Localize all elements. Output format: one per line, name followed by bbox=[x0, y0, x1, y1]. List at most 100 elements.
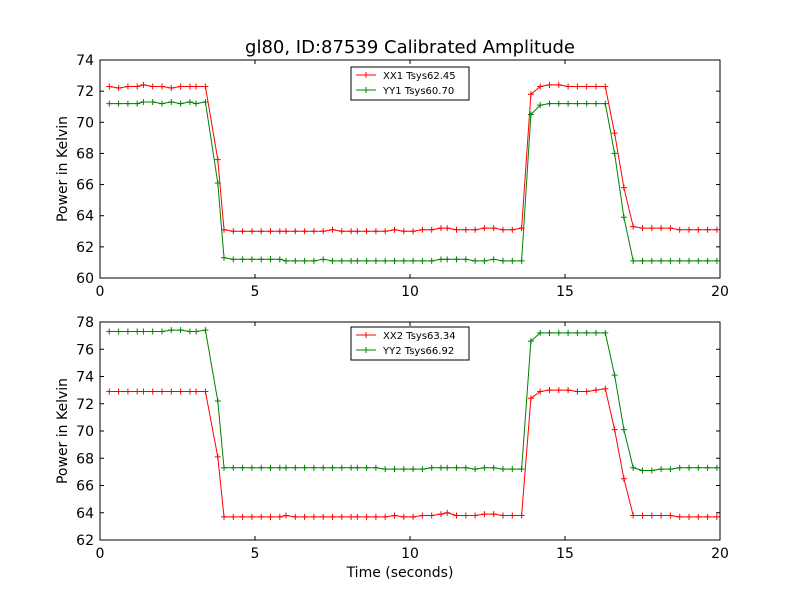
top-series-0-point bbox=[106, 83, 113, 90]
bottom-series-1-point bbox=[555, 329, 562, 336]
bottom-xtick-label: 0 bbox=[96, 546, 105, 562]
top-series-1-point bbox=[593, 100, 599, 107]
bottom-series-0-point bbox=[124, 388, 131, 395]
bottom-series-0-point bbox=[348, 513, 355, 520]
top-ylabel: Power in Kelvin bbox=[55, 116, 71, 222]
top-series-1-point bbox=[438, 256, 444, 263]
top-series-0-point bbox=[301, 228, 308, 235]
bottom-legend-box bbox=[350, 326, 470, 361]
top-series-1-point bbox=[230, 256, 237, 263]
bottom-series-0-point bbox=[527, 395, 534, 402]
top-series-0-point bbox=[124, 83, 131, 90]
bottom-legend-label: XX2 Tsys63.34 bbox=[383, 331, 456, 342]
top-series-1-point bbox=[348, 257, 355, 264]
bottom-series-1-point bbox=[611, 372, 618, 379]
bottom-series-0-point bbox=[555, 387, 562, 394]
bottom-series-0-point bbox=[509, 512, 516, 519]
bottom-ytick-label: 74 bbox=[76, 370, 94, 386]
bottom-ytick-label: 76 bbox=[76, 342, 94, 358]
bottom-legend-marker bbox=[363, 347, 369, 353]
top-series-1-point bbox=[537, 102, 544, 109]
bottom-series-0-point bbox=[106, 388, 113, 395]
top-legend-marker bbox=[363, 87, 369, 93]
bottom-series-0-point bbox=[713, 513, 720, 520]
bottom-series-0-point bbox=[267, 513, 274, 520]
top-ytick-label: 60 bbox=[76, 271, 94, 287]
bottom-series-1-point bbox=[444, 464, 451, 471]
top-series-1-point bbox=[648, 257, 655, 264]
top-series-0-point bbox=[419, 226, 426, 233]
bottom-series-0-point bbox=[444, 509, 451, 516]
top-series-0-point bbox=[695, 226, 702, 233]
bottom-series-0-point bbox=[676, 513, 683, 520]
bottom-series-1-point bbox=[518, 466, 525, 473]
bottom-series-1-point bbox=[140, 328, 147, 335]
top-series-0-point bbox=[400, 228, 407, 235]
figure-title: gl80, ID:87539 Calibrated Amplitude bbox=[245, 37, 575, 58]
bottom-series-1-point bbox=[630, 464, 637, 471]
top-series-0-point bbox=[639, 225, 646, 232]
bottom-series-0-point bbox=[301, 513, 308, 520]
top-series-1-point bbox=[410, 257, 417, 264]
bottom-series-0-point bbox=[372, 513, 379, 520]
bottom-series-0-point bbox=[695, 513, 702, 520]
bottom-series-1-point bbox=[248, 464, 255, 471]
bottom-series-1-point bbox=[574, 329, 581, 336]
bottom-series-1-point bbox=[267, 464, 274, 471]
top-series-0-point bbox=[438, 225, 444, 232]
top-series-1-point bbox=[338, 257, 345, 264]
top-series-0-point bbox=[428, 226, 435, 233]
top-series-1-point bbox=[713, 257, 720, 264]
bottom-series-1-point bbox=[481, 464, 488, 471]
bottom-series-1-point bbox=[329, 464, 336, 471]
top-series-0-point bbox=[354, 228, 361, 235]
bottom-series-1-point bbox=[602, 329, 609, 336]
bottom-series-1-point bbox=[667, 466, 674, 473]
top-series-1-point bbox=[168, 99, 175, 106]
bottom-series-1-point bbox=[648, 467, 655, 474]
bottom-series-1-point bbox=[301, 464, 308, 471]
bottom-xtick-label: 20 bbox=[711, 546, 729, 562]
bottom-series-1-point bbox=[134, 328, 141, 335]
bottom-series-0-point bbox=[202, 388, 209, 395]
top-series-1-point bbox=[301, 257, 308, 264]
top-legend-marker bbox=[363, 72, 369, 78]
top-series-1-point bbox=[574, 100, 581, 107]
bottom-xtick-label: 5 bbox=[251, 546, 260, 562]
top-series-0-point bbox=[620, 184, 627, 191]
bottom-series-0-point bbox=[438, 511, 444, 518]
bottom-series-0-point bbox=[602, 385, 609, 392]
bottom-series-0-point bbox=[472, 512, 479, 519]
top-series-0-point bbox=[267, 228, 274, 235]
bottom-series-0-point bbox=[537, 388, 544, 395]
top-series-1-point bbox=[611, 150, 618, 157]
top-series-1-point bbox=[134, 100, 141, 107]
bottom-series-0-point bbox=[115, 388, 122, 395]
top-series-1-point bbox=[444, 256, 451, 263]
top-series-1-point bbox=[602, 100, 609, 107]
bottom-series-1-point bbox=[593, 329, 599, 336]
top-series-1-point bbox=[490, 256, 497, 263]
bottom-series-1-point bbox=[419, 466, 426, 473]
top-series-1-point bbox=[292, 257, 299, 264]
top-series-1-point bbox=[363, 257, 370, 264]
top-series-0-point bbox=[159, 83, 165, 90]
bottom-series-0-point bbox=[354, 513, 361, 520]
top-series-1-point bbox=[283, 257, 289, 264]
bottom-series-0-point bbox=[630, 512, 637, 519]
bottom-series-1-point bbox=[363, 464, 370, 471]
top-series-0-point bbox=[382, 228, 389, 235]
top-series-0-point bbox=[310, 228, 317, 235]
top-ytick-label: 62 bbox=[76, 240, 94, 256]
top-series-0-point bbox=[149, 83, 156, 90]
top-xtick-label: 5 bbox=[251, 284, 260, 300]
top-series-1-point bbox=[329, 257, 336, 264]
top-legend-box bbox=[350, 66, 470, 101]
bottom-series-1-point bbox=[239, 464, 246, 471]
bottom-series-0-point bbox=[565, 387, 572, 394]
top-series-0-point bbox=[338, 228, 345, 235]
bottom-series-1-point bbox=[168, 327, 175, 334]
bottom-series-0-point bbox=[168, 388, 175, 395]
top-series-1-point bbox=[453, 256, 460, 263]
bottom-series-0-point bbox=[490, 511, 497, 518]
